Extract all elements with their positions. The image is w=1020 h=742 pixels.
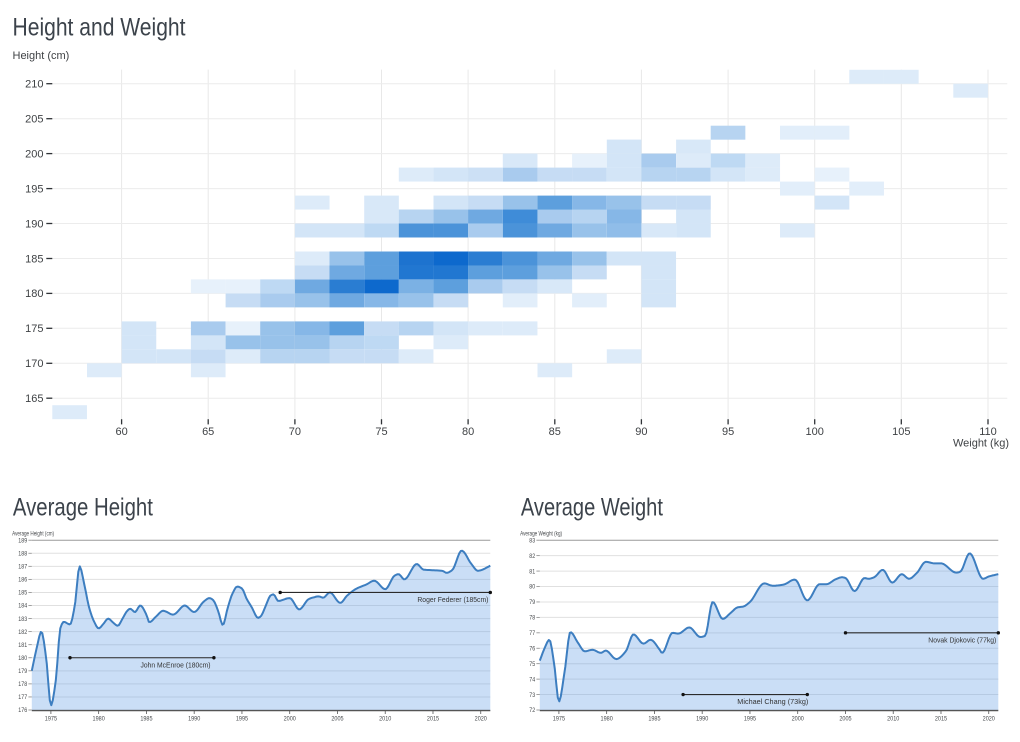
svg-text:165: 165 [25,393,43,405]
svg-text:188: 188 [18,550,27,557]
svg-text:195: 195 [25,183,43,195]
svg-text:179: 179 [18,668,27,675]
svg-text:2005: 2005 [331,715,344,722]
svg-text:70: 70 [289,426,301,438]
svg-text:2010: 2010 [887,715,900,722]
svg-text:110: 110 [979,426,997,438]
svg-text:74: 74 [529,676,535,683]
svg-text:60: 60 [115,426,127,438]
svg-text:187: 187 [18,564,27,571]
svg-text:180: 180 [18,655,27,662]
svg-text:1990: 1990 [696,715,709,722]
svg-text:1985: 1985 [140,715,153,722]
svg-text:81: 81 [529,568,535,575]
svg-text:178: 178 [18,681,27,688]
svg-text:1980: 1980 [93,715,106,722]
svg-text:82: 82 [529,553,535,560]
svg-text:76: 76 [529,645,535,652]
svg-text:1985: 1985 [648,715,661,722]
svg-text:181: 181 [18,642,27,649]
svg-text:186: 186 [18,577,27,584]
svg-text:77: 77 [529,630,535,637]
svg-text:2020: 2020 [983,715,996,722]
svg-text:Novak Djokovic (77kg): Novak Djokovic (77kg) [928,635,996,644]
svg-text:180: 180 [25,288,43,300]
svg-text:183: 183 [18,616,27,623]
svg-text:90: 90 [635,426,647,438]
svg-text:John McEnroe (180cm): John McEnroe (180cm) [141,660,211,669]
svg-text:1995: 1995 [744,715,757,722]
svg-text:72: 72 [529,707,535,714]
svg-text:105: 105 [892,426,910,438]
svg-text:175: 175 [25,323,43,335]
svg-text:2005: 2005 [839,715,852,722]
svg-text:1975: 1975 [553,715,566,722]
svg-text:189: 189 [18,537,27,544]
svg-text:200: 200 [25,148,43,160]
svg-text:210: 210 [25,79,43,91]
svg-text:Michael Chang (73kg): Michael Chang (73kg) [737,697,808,706]
svg-text:Average Weight (kg): Average Weight (kg) [520,530,562,537]
svg-text:185: 185 [18,590,27,597]
svg-text:Height (cm): Height (cm) [13,50,70,62]
svg-text:177: 177 [18,694,27,701]
svg-text:85: 85 [549,426,561,438]
svg-text:Height and Weight: Height and Weight [13,14,186,42]
svg-text:2010: 2010 [379,715,392,722]
svg-text:100: 100 [806,426,824,438]
svg-text:184: 184 [18,603,27,610]
svg-text:Weight (kg): Weight (kg) [953,438,1009,450]
svg-text:65: 65 [202,426,214,438]
svg-text:1990: 1990 [188,715,201,722]
svg-text:75: 75 [375,426,387,438]
svg-text:83: 83 [529,537,535,544]
svg-text:2000: 2000 [792,715,805,722]
svg-text:95: 95 [722,426,734,438]
svg-text:1995: 1995 [236,715,249,722]
svg-text:170: 170 [25,358,43,370]
svg-text:80: 80 [529,584,535,591]
svg-text:78: 78 [529,615,535,622]
svg-text:2015: 2015 [427,715,440,722]
svg-text:75: 75 [529,661,535,668]
svg-text:182: 182 [18,629,27,636]
svg-text:1975: 1975 [45,715,58,722]
svg-text:2020: 2020 [475,715,488,722]
svg-text:Average Height: Average Height [13,494,153,522]
svg-text:2000: 2000 [284,715,297,722]
svg-text:185: 185 [25,253,43,265]
svg-text:73: 73 [529,692,535,699]
svg-text:1980: 1980 [601,715,614,722]
svg-text:80: 80 [462,426,474,438]
svg-text:190: 190 [25,218,43,230]
svg-text:2015: 2015 [935,715,948,722]
svg-text:205: 205 [25,114,43,126]
svg-text:176: 176 [18,707,27,714]
svg-text:79: 79 [529,599,535,606]
svg-text:Average Height (cm): Average Height (cm) [12,530,54,537]
svg-text:Roger Federer (185cm): Roger Federer (185cm) [417,595,488,604]
svg-text:Average Weight: Average Weight [521,494,663,522]
